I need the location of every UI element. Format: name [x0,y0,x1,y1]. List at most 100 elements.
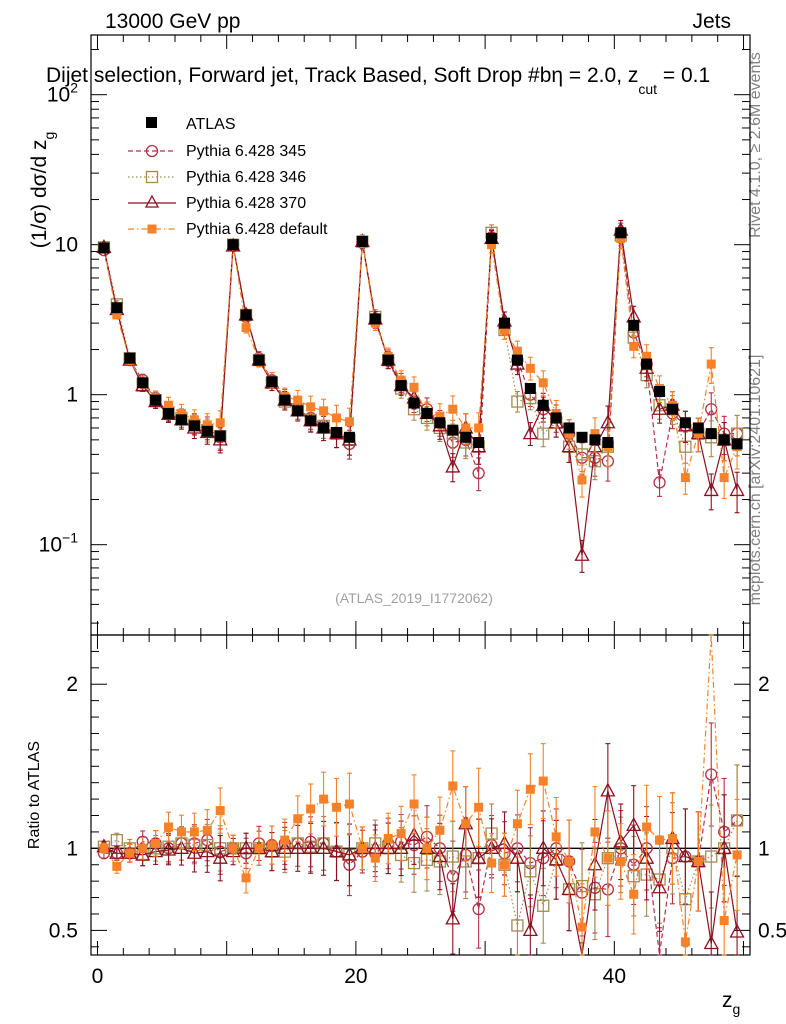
data-point-346 [537,427,550,440]
data-point-370 [238,839,254,854]
data-point-atlas [628,319,640,331]
data-point-370 [135,846,151,861]
data-point-atlas [98,242,110,254]
data-point-345 [472,902,485,916]
data-point-default [228,843,238,853]
data-point-default [525,784,535,794]
data-point-346 [575,448,589,461]
data-point-atlas [602,437,614,449]
data-point-atlas [356,236,368,248]
ratio-y-tick-label-right: 1 [758,837,770,860]
data-point-default [319,794,329,804]
data-point-atlas [434,417,446,429]
data-point-default [241,323,251,333]
data-point-default [693,429,703,439]
data-point-default [396,829,406,839]
legend-item-default: Pythia 6.428 default [128,221,328,238]
data-point-atlas [511,354,523,366]
series-370 [96,219,745,573]
data-point-default [590,429,600,439]
data-point-default [344,799,354,809]
data-point-default [551,832,561,842]
plot-title-tail: = 0.1 [657,64,710,87]
y-tick-label-base: 10 [55,234,78,257]
data-point-atlas [718,434,730,446]
data-point-atlas [679,417,691,429]
main-series-group [96,219,745,573]
data-point-default [319,406,329,416]
data-point-370 [535,839,551,854]
data-point-atlas [266,376,278,388]
y-tick-label-base: 10 [39,534,62,557]
data-point-atlas [654,386,666,398]
data-point-default [616,233,626,243]
x-axis-label: zg [722,989,740,1017]
ratio-y-tick-label: 2 [66,673,78,696]
data-point-atlas [292,405,304,417]
data-point-default [655,835,665,845]
data-point-345 [653,476,666,489]
data-point-atlas [589,434,601,446]
x-axis-label-main: z [722,989,733,1012]
data-point-370 [600,414,616,429]
legend-label-atlas: ATLAS [186,116,236,133]
y-tick-label: 10 [55,234,78,257]
data-point-370 [212,849,228,864]
data-point-default [383,833,393,843]
y-axis-label-sub: g [41,132,57,140]
legend-label-346: Pythia 6.428 346 [186,169,306,186]
ratio-y-tick-label: 1 [66,837,78,860]
data-point-370 [109,844,125,859]
data-point-atlas [253,354,265,366]
jets-label: Jets [692,10,731,33]
data-point-370 [445,910,461,925]
y-tick-label-exponent: −1 [62,530,78,546]
series-atlas [98,227,743,450]
data-point-atlas [201,425,213,437]
data-point-370 [160,841,177,856]
series-line-346 [103,232,738,462]
data-point-default [99,843,109,853]
data-point-370 [406,826,422,841]
data-point-370 [328,843,345,858]
data-point-atlas [318,422,330,434]
data-point-atlas [150,394,162,406]
y-tick-label-base: 10 [47,84,70,107]
data-point-370 [574,546,590,561]
data-point-default [525,363,535,373]
data-point-346 [511,919,524,932]
data-point-atlas [692,422,704,434]
data-point-default [215,806,225,816]
data-point-default [629,341,639,351]
data-point-default [499,325,509,335]
data-point-default [241,873,251,883]
data-point-atlas [447,424,459,436]
data-point-atlas [550,412,562,424]
energy-label: 13000 GeV pp [105,10,240,33]
data-point-default [306,804,316,814]
data-point-atlas [615,227,627,239]
ratio-series-group [96,634,745,956]
data-point-370 [703,935,719,950]
data-point-default [680,937,690,947]
data-point-default [176,408,186,418]
data-point-default [667,833,677,843]
data-point-default [202,420,212,430]
legend-label-345: Pythia 6.428 345 [186,143,306,160]
data-point-default [125,848,135,858]
data-point-atlas [188,420,200,432]
data-point-default [474,802,484,812]
data-point-atlas [421,407,433,419]
data-point-370 [651,879,668,894]
data-point-atlas [305,415,317,427]
data-point-default [577,922,587,932]
data-point-default [164,400,174,410]
data-point-atlas [576,431,588,443]
data-point-370 [186,844,202,859]
data-point-atlas [395,380,407,392]
data-point-atlas [343,431,355,443]
data-point-atlas [666,403,678,415]
data-point-default [409,799,419,809]
plot-title: Dijet selection, Forward jet, Track Base… [46,64,710,97]
